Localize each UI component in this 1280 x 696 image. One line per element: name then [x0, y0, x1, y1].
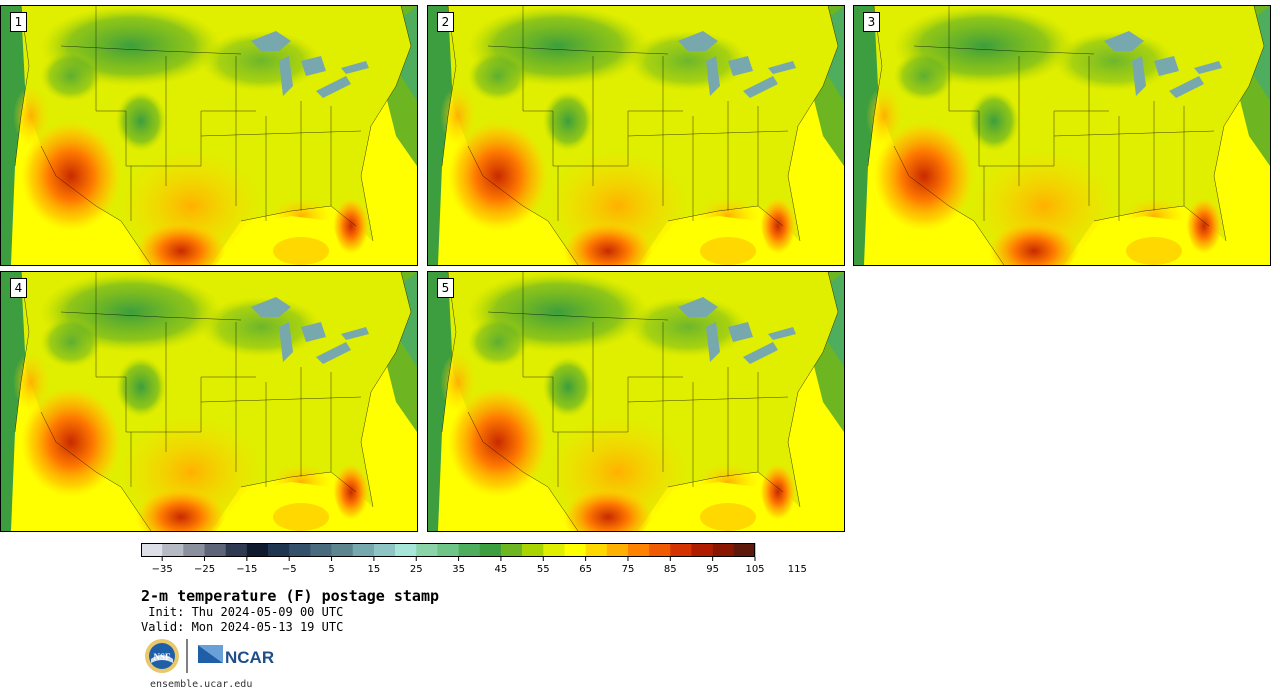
- colorbar-swatch: [373, 543, 396, 557]
- colorbar-swatch: [310, 543, 332, 557]
- colorbar-swatch: [585, 543, 608, 557]
- map-panel-4: 4: [0, 271, 418, 532]
- logos: NSF NCAR: [145, 639, 274, 673]
- colorbar-swatch: [289, 543, 311, 557]
- temperature-map-5: [428, 272, 844, 531]
- colorbar-swatch: [225, 543, 248, 557]
- nsf-logo-icon: NSF: [145, 639, 179, 673]
- temperature-map-1: [1, 6, 417, 265]
- colorbar-swatch: [564, 543, 586, 557]
- ncar-logo-text: NCAR: [225, 648, 274, 667]
- panel-number-label: 2: [437, 12, 454, 32]
- colorbar-swatch: [479, 543, 502, 557]
- panel-number-label: 4: [10, 278, 27, 298]
- colorbar-swatch: [606, 543, 629, 557]
- colorbar-swatch: [395, 543, 417, 557]
- colorbar-tick-label: 95: [706, 564, 720, 575]
- temperature-colorbar: [141, 543, 756, 561]
- colorbar-swatch: [543, 543, 565, 557]
- panel-number-label: 1: [10, 12, 27, 32]
- temperature-map-4: [1, 272, 417, 531]
- colorbar-swatch: [416, 543, 438, 557]
- colorbar-swatch: [331, 543, 354, 557]
- colorbar-swatch: [162, 543, 184, 557]
- colorbar-swatch: [670, 543, 692, 557]
- colorbar-tick-label: 75: [621, 564, 635, 575]
- colorbar-tick-label: 35: [452, 564, 465, 575]
- ncar-logo-icon: NCAR: [198, 645, 274, 667]
- panel-number-label: 3: [863, 12, 880, 32]
- colorbar-tick-label: −5: [281, 564, 297, 575]
- nsf-logo-text: NSF: [153, 652, 171, 662]
- colorbar-swatch: [500, 543, 523, 557]
- colorbar-border: [141, 543, 755, 557]
- map-panel-1: 1: [0, 5, 418, 266]
- temperature-map-3: [854, 6, 1270, 265]
- colorbar-swatch: [437, 543, 459, 557]
- map-panel-3: 3: [853, 5, 1271, 266]
- colorbar-swatch: [268, 543, 290, 557]
- colorbar-swatch: [458, 543, 481, 557]
- map-panel-2: 2: [427, 5, 845, 266]
- colorbar-swatch: [246, 543, 269, 557]
- colorbar-tick-label: 5: [328, 564, 335, 575]
- colorbar-tick-label: −15: [236, 564, 258, 575]
- colorbar-swatch: [627, 543, 650, 557]
- colorbar-tick-label: 55: [536, 564, 550, 575]
- colorbar-swatch: [733, 543, 756, 557]
- colorbar-swatch: [691, 543, 713, 557]
- chart-title: 2-m temperature (F) postage stamp: [141, 587, 440, 605]
- colorbar-tick-label: −35: [151, 564, 173, 575]
- init-time: Init: Thu 2024-05-09 00 UTC: [141, 605, 344, 619]
- footer-url: ensemble.ucar.edu: [150, 679, 253, 690]
- colorbar-tick-label: 85: [663, 564, 677, 575]
- colorbar-tick-label: −25: [193, 564, 216, 575]
- map-panel-5: 5: [427, 271, 845, 532]
- colorbar-tick-label: 105: [745, 564, 765, 575]
- colorbar-swatch: [183, 543, 205, 557]
- colorbar-tick-label: 15: [367, 564, 381, 575]
- colorbar-swatch: [204, 543, 226, 557]
- panel-number-label: 5: [437, 278, 454, 298]
- colorbar-tick-label: 45: [494, 564, 508, 575]
- colorbar-tick-label: 65: [579, 564, 592, 575]
- valid-time: Valid: Mon 2024-05-13 19 UTC: [141, 620, 344, 634]
- colorbar-swatch: [522, 543, 544, 557]
- colorbar-tick-label: 25: [409, 564, 423, 575]
- temperature-map-2: [428, 6, 844, 265]
- colorbar-swatch: [712, 543, 735, 557]
- colorbar-swatch: [649, 543, 671, 557]
- colorbar-swatch: [141, 543, 163, 557]
- colorbar-tick-label: 115: [787, 564, 807, 575]
- colorbar-swatch: [352, 543, 375, 557]
